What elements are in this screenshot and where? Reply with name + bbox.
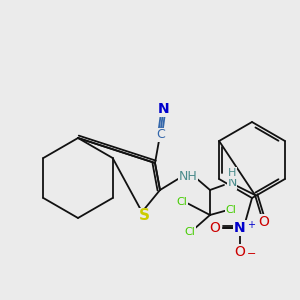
Text: Cl: Cl xyxy=(184,227,195,237)
Text: N: N xyxy=(227,176,237,190)
Text: N: N xyxy=(234,221,246,235)
Text: Cl: Cl xyxy=(226,205,236,215)
Text: O: O xyxy=(235,245,245,259)
Text: O: O xyxy=(259,215,269,229)
Text: +: + xyxy=(247,220,255,230)
Text: N: N xyxy=(158,102,170,116)
Text: −: − xyxy=(247,249,257,259)
Text: NH: NH xyxy=(178,169,197,182)
Text: H: H xyxy=(228,168,236,178)
Text: O: O xyxy=(210,221,220,235)
Text: Cl: Cl xyxy=(177,197,188,207)
Text: S: S xyxy=(139,208,149,224)
Text: C: C xyxy=(157,128,165,142)
